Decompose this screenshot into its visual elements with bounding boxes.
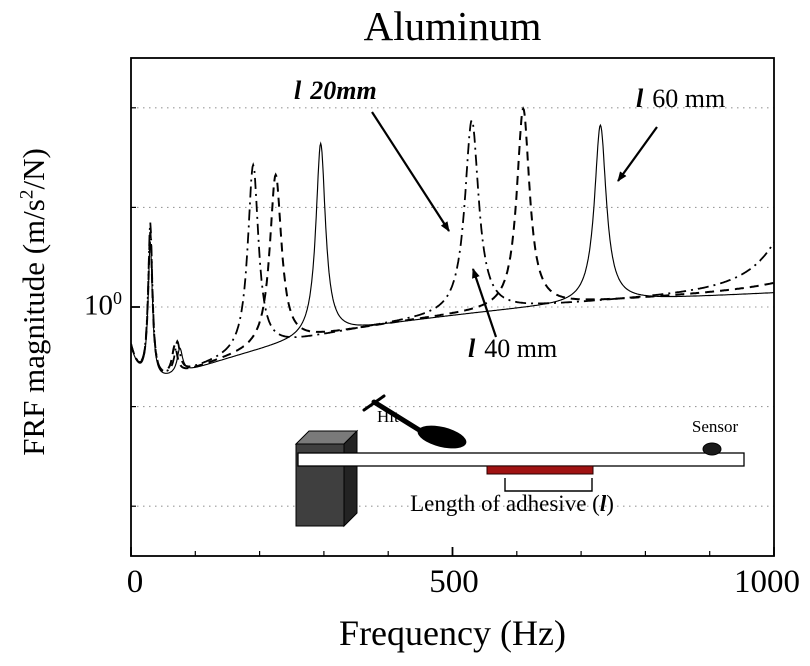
beam [297, 452, 745, 467]
y-tick-base: 10 [84, 289, 114, 322]
annotation-20mm: l 20mm [294, 76, 377, 106]
y-tick-label: 100 [56, 288, 122, 323]
annotation-40mm-value: 40 mm [484, 334, 558, 363]
x-tick-label-0: 0 [126, 564, 144, 600]
caption-prefix: Length of adhesive ( [410, 491, 600, 516]
caption-suffix: ) [606, 491, 614, 516]
sensor-label: Sensor [691, 417, 739, 436]
axes-box [130, 57, 775, 557]
frf-curves [131, 106, 774, 374]
arrow-60mm [617, 126, 658, 182]
hammer-grip-end [362, 394, 386, 412]
inset-experiment-diagram [294, 394, 745, 528]
adhesive-length-caption: Length of adhesive (l) [396, 491, 628, 517]
arrow-20mm [371, 111, 450, 232]
y-axis-label: FRF magnitude (m/s2/N) [16, 148, 52, 456]
annotation-60mm-symbol: l [636, 84, 644, 113]
annotation-60mm-value: 60 mm [652, 84, 726, 113]
frf-curve-1 [131, 118, 774, 372]
x-tick-label-1000: 1000 [734, 564, 800, 600]
annotation-20mm-value: 20mm [310, 76, 377, 105]
hammer-handle [371, 399, 427, 436]
adhesive-length-bracket [504, 478, 593, 492]
frf-curve-3 [131, 123, 774, 374]
caption-symbol: l [599, 491, 607, 516]
arrow-40mm [471, 268, 498, 338]
annotation-40mm: l 40 mm [468, 334, 557, 364]
y-axis-label-exponent: 2 [16, 189, 38, 200]
annotation-arrows [371, 111, 658, 338]
annotation-40mm-symbol: l [468, 334, 476, 363]
clamp-block-side-face [343, 429, 358, 528]
y-tick-exponent: 0 [113, 288, 122, 308]
annotation-20mm-symbol: l [294, 76, 302, 105]
adhesive-strip [486, 465, 594, 475]
axis-ticks [130, 107, 775, 556]
x-axis-label: Frequency (Hz) [339, 613, 566, 653]
annotation-60mm: l 60 mm [636, 84, 725, 114]
hit-label: Hit [377, 407, 399, 426]
x-tick-label-500: 500 [429, 564, 479, 600]
sensor-dot [702, 442, 722, 456]
frf-curve-2 [131, 106, 774, 372]
y-axis-label-text: FRF magnitude (m/s [16, 199, 51, 456]
hammer-head [417, 425, 467, 449]
y-axis-label-suffix: /N) [16, 148, 51, 190]
chart-title: Aluminum [363, 3, 542, 49]
